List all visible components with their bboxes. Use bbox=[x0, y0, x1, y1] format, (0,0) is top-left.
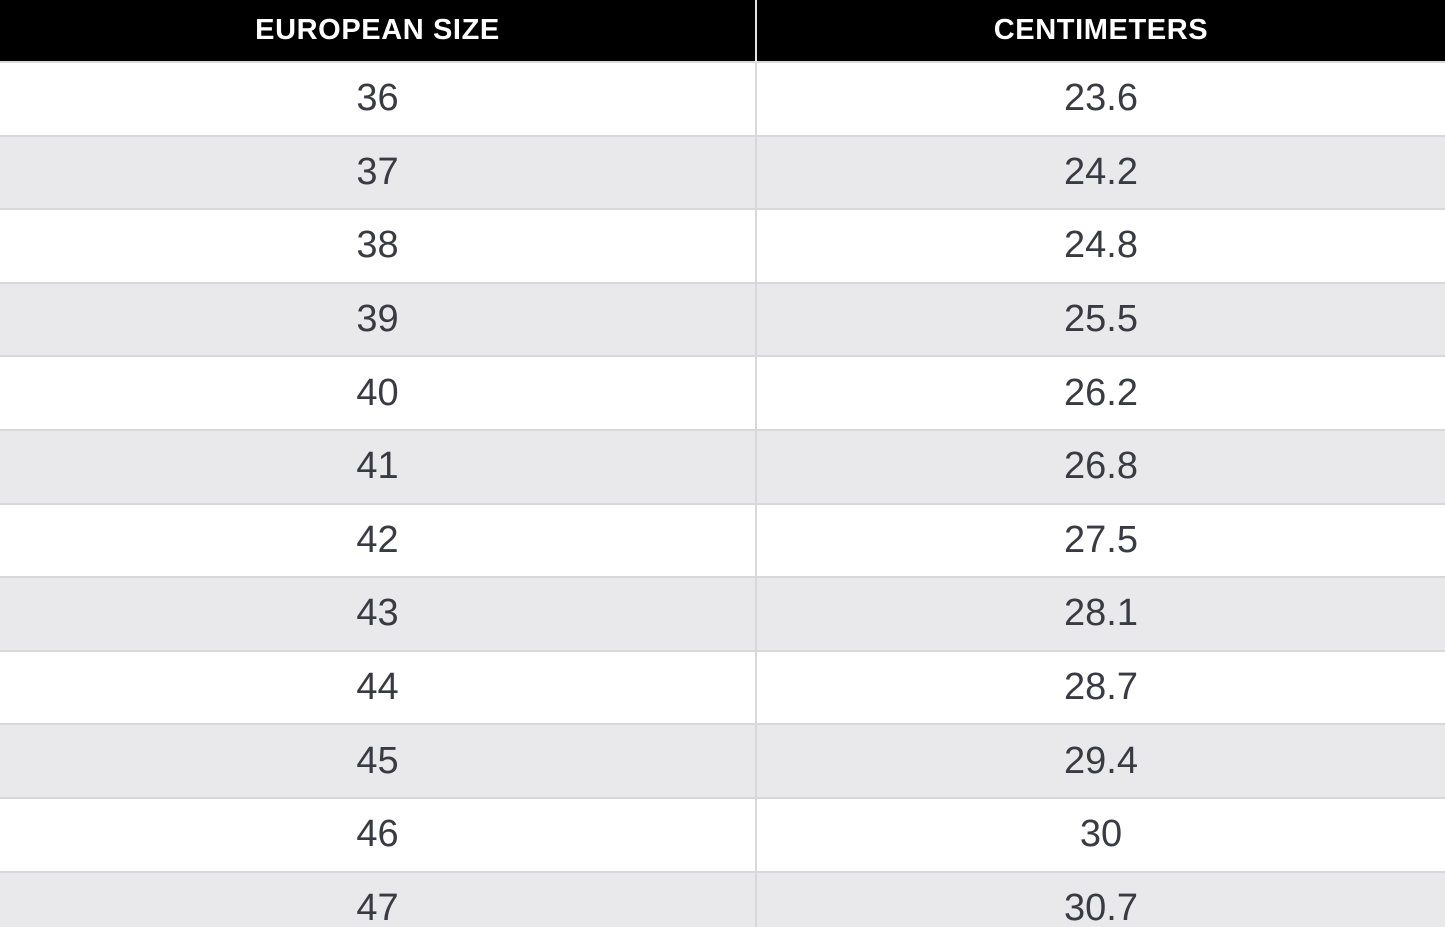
centimeters-cell: 24.8 bbox=[755, 208, 1445, 283]
table-row: 42 27.5 bbox=[0, 502, 1445, 578]
european-size-cell: 36 bbox=[0, 61, 756, 136]
table-body: 36 23.6 37 24.2 38 24.8 39 25.5 40 26.2 41 26.8 42 27… bbox=[0, 61, 1445, 927]
centimeters-cell: 28.1 bbox=[755, 576, 1445, 651]
centimeters-cell: 28.7 bbox=[755, 649, 1445, 725]
table-row: 45 29.4 bbox=[0, 723, 1445, 798]
column-header-centimeters: CENTIMETERS bbox=[755, 0, 1445, 62]
table-header-row: EUROPEAN SIZE CENTIMETERS bbox=[0, 0, 1445, 62]
table-row: 46 30 bbox=[0, 796, 1445, 872]
column-header-european-size: EUROPEAN SIZE bbox=[0, 0, 756, 62]
european-size-cell: 41 bbox=[0, 428, 756, 504]
table-header: EUROPEAN SIZE CENTIMETERS bbox=[0, 0, 1445, 62]
table-row: 41 26.8 bbox=[0, 428, 1445, 504]
table-row: 39 25.5 bbox=[0, 281, 1445, 357]
centimeters-cell: 24.2 bbox=[755, 134, 1445, 210]
european-size-cell: 46 bbox=[0, 796, 756, 872]
table-row: 47 30.7 bbox=[0, 870, 1445, 927]
centimeters-cell: 23.6 bbox=[755, 61, 1445, 136]
centimeters-cell: 26.2 bbox=[755, 355, 1445, 430]
table-row: 40 26.2 bbox=[0, 355, 1445, 430]
european-size-cell: 44 bbox=[0, 649, 756, 725]
centimeters-cell: 27.5 bbox=[755, 502, 1445, 578]
european-size-cell: 39 bbox=[0, 281, 756, 357]
centimeters-cell: 26.8 bbox=[755, 428, 1445, 504]
table-row: 38 24.8 bbox=[0, 208, 1445, 283]
centimeters-cell: 30 bbox=[755, 796, 1445, 872]
european-size-cell: 42 bbox=[0, 502, 756, 578]
centimeters-cell: 29.4 bbox=[755, 723, 1445, 798]
european-size-cell: 47 bbox=[0, 870, 756, 927]
table-row: 36 23.6 bbox=[0, 61, 1445, 136]
european-size-cell: 38 bbox=[0, 208, 756, 283]
centimeters-cell: 30.7 bbox=[755, 870, 1445, 927]
european-size-cell: 43 bbox=[0, 576, 756, 651]
european-size-cell: 40 bbox=[0, 355, 756, 430]
table-row: 37 24.2 bbox=[0, 134, 1445, 210]
table-row: 44 28.7 bbox=[0, 649, 1445, 725]
table-row: 43 28.1 bbox=[0, 576, 1445, 651]
centimeters-cell: 25.5 bbox=[755, 281, 1445, 357]
european-size-cell: 37 bbox=[0, 134, 756, 210]
european-size-cell: 45 bbox=[0, 723, 756, 798]
